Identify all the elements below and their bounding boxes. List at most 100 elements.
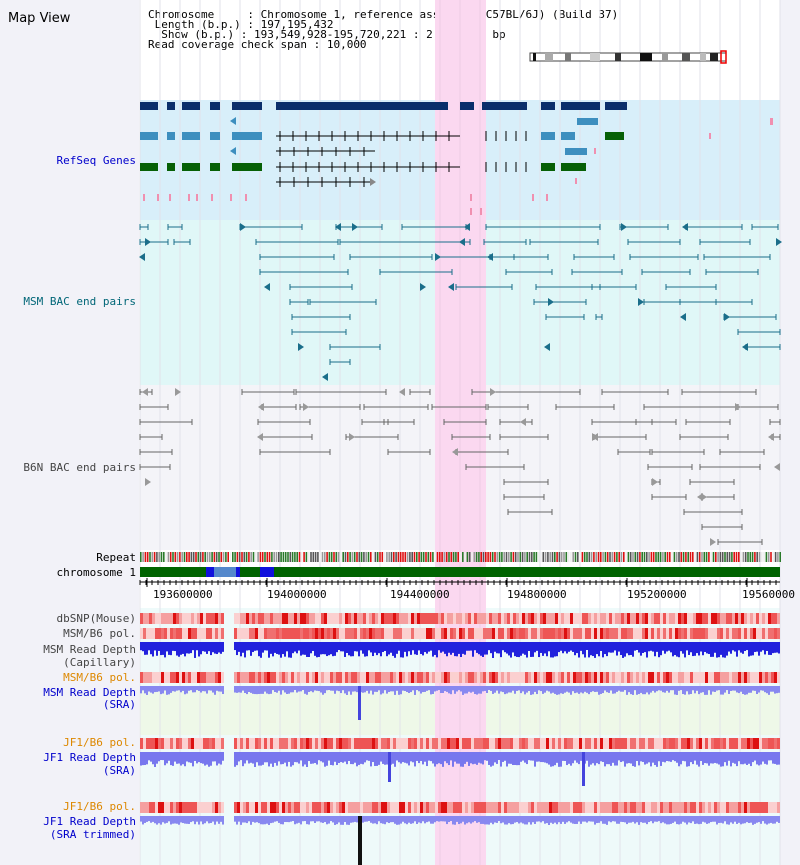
track-label-msm-b6-pol[interactable]: MSM/B6 pol.: [63, 627, 136, 640]
repeat-mark: [149, 552, 151, 562]
msm-depth-sra-bar: [296, 686, 298, 693]
repeat-mark: [655, 552, 657, 562]
gene-exon: [577, 118, 598, 125]
track-label-repeat[interactable]: Repeat: [96, 551, 136, 564]
jf1-depth-sra-bar: [268, 752, 270, 767]
msm-depth-capillary-bar: [630, 642, 632, 655]
dbsnp-heat: [630, 613, 633, 624]
gene-exon: [167, 102, 175, 110]
dbsnp-heat: [612, 613, 615, 624]
msm-b6-pol2-heat: [209, 672, 212, 683]
repeat-mark: [731, 552, 733, 562]
track-label-msm-b6-pol-2[interactable]: MSM/B6 pol.: [63, 671, 136, 684]
jf1-depth-sra-bar: [554, 752, 556, 766]
msm-b6-pol-heat: [528, 628, 531, 639]
jf1-depth-sra-bar: [166, 752, 168, 764]
jf1-depth-trim-bar: [670, 816, 672, 824]
msm-b6-pol-heat: [561, 628, 564, 639]
msm-b6-pol-heat: [218, 628, 221, 639]
msm-depth-sra-bar: [602, 686, 604, 694]
jf1-b6-pol-heat: [423, 738, 426, 749]
jf1-b6-pol-heat: [513, 738, 516, 749]
msm-depth-capillary-bar: [234, 642, 236, 651]
dbsnp-heat: [432, 613, 435, 624]
track-label-refseq[interactable]: RefSeq Genes: [56, 154, 136, 167]
jf1-b6-pol2-heat: [264, 802, 267, 813]
jf1-depth-sra-bar: [742, 752, 744, 765]
jf1-depth-trim-bar: [606, 816, 608, 825]
repeat-mark: [540, 552, 542, 562]
msm-depth-sra-bar: [732, 686, 734, 691]
dbsnp-heat: [582, 613, 585, 624]
msm-depth-capillary-bar: [694, 642, 696, 656]
jf1-depth-sra-bar: [252, 752, 254, 764]
msm-depth-capillary-bar: [718, 642, 720, 658]
jf1-b6-pol-heat: [390, 738, 393, 749]
jf1-b6-pol2-heat: [582, 802, 585, 813]
jf1-depth-trim-bar: [592, 816, 594, 822]
chromosome-bar: [140, 567, 780, 577]
track-label-jf1-b6-pol[interactable]: JF1/B6 pol.: [63, 736, 136, 749]
track-label-jf1-b6-pol-2[interactable]: JF1/B6 pol.: [63, 800, 136, 813]
msm-depth-sra-bar: [278, 686, 280, 691]
jf1-depth-trim-bar: [714, 816, 716, 822]
dbsnp-heat: [372, 613, 375, 624]
jf1-depth-trim-bar: [634, 816, 636, 824]
jf1-b6-pol2-heat: [369, 802, 372, 813]
repeat-mark: [756, 552, 758, 562]
jf1-b6-pol2-heat: [357, 802, 360, 813]
jf1-b6-pol-heat: [762, 738, 765, 749]
track-label-msm-depth-sra-1[interactable]: MSM Read Depth: [43, 686, 136, 699]
msm-b6-pol2-heat: [705, 672, 708, 683]
track-label-dbsnp[interactable]: dbSNP(Mouse): [56, 612, 136, 625]
msm-depth-capillary-bar: [462, 642, 464, 654]
track-label-jf1-depth-sra-1[interactable]: JF1 Read Depth: [43, 751, 136, 764]
msm-depth-capillary-bar: [708, 642, 710, 655]
jf1-b6-pol2-heat: [684, 802, 687, 813]
msm-depth-capillary-bar: [734, 642, 736, 652]
msm-depth-sra-bar: [608, 686, 610, 693]
msm-depth-capillary-bar: [620, 642, 622, 656]
track-label-msm-depth-cap-1[interactable]: MSM Read Depth: [43, 643, 136, 656]
msm-depth-sra-bar: [388, 686, 390, 692]
track-label-msm-bac[interactable]: MSM BAC end pairs: [23, 295, 136, 308]
msm-b6-pol2-heat: [450, 672, 453, 683]
track-label-chromosome[interactable]: chromosome 1: [56, 566, 136, 579]
dbsnp-heat: [606, 613, 609, 624]
bac-end-arrow: [175, 388, 181, 396]
msm-depth-sra-bar: [468, 686, 470, 692]
msm-b6-pol-heat: [501, 628, 504, 639]
jf1-depth-sra-bar: [432, 752, 434, 764]
jf1-depth-sra-bar: [286, 752, 288, 767]
jf1-depth-trim-bar: [292, 816, 294, 822]
msm-depth-capillary-bar: [736, 642, 738, 657]
track-label-b6n-bac[interactable]: B6N BAC end pairs: [23, 461, 136, 474]
msm-depth-sra-bar: [670, 686, 672, 691]
jf1-b6-pol-heat: [729, 738, 732, 749]
jf1-b6-pol-heat: [170, 738, 173, 749]
msm-b6-pol2-heat: [237, 672, 240, 683]
msm-depth-capillary-bar: [222, 642, 224, 652]
jf1-depth-trim-bar: [696, 816, 698, 824]
msm-depth-sra-bar: [766, 686, 768, 694]
jf1-depth-sra-bar: [614, 752, 616, 766]
jf1-depth-trim-bar: [202, 816, 204, 825]
jf1-depth-sra-bar: [724, 752, 726, 763]
repeat-mark: [303, 552, 305, 562]
msm-depth-sra-bar: [320, 686, 322, 693]
msm-depth-capillary-bar: [500, 642, 502, 658]
msm-depth-capillary-bar: [200, 642, 202, 655]
msm-depth-capillary-bar: [698, 642, 700, 656]
msm-depth-sra-bar: [190, 686, 192, 691]
jf1-depth-sra-bar: [672, 752, 674, 761]
msm-depth-sra-bar: [150, 686, 152, 693]
repeat-mark: [356, 552, 358, 562]
dbsnp-heat: [185, 613, 188, 624]
track-label-jf1-depth-trim-1[interactable]: JF1 Read Depth: [43, 815, 136, 828]
msm-b6-pol2-heat: [252, 672, 255, 683]
msm-b6-pol-heat: [261, 628, 264, 639]
msm-depth-capillary-bar: [778, 642, 780, 654]
jf1-depth-sra-bar: [542, 752, 544, 763]
jf1-b6-pol2-heat: [540, 802, 543, 813]
